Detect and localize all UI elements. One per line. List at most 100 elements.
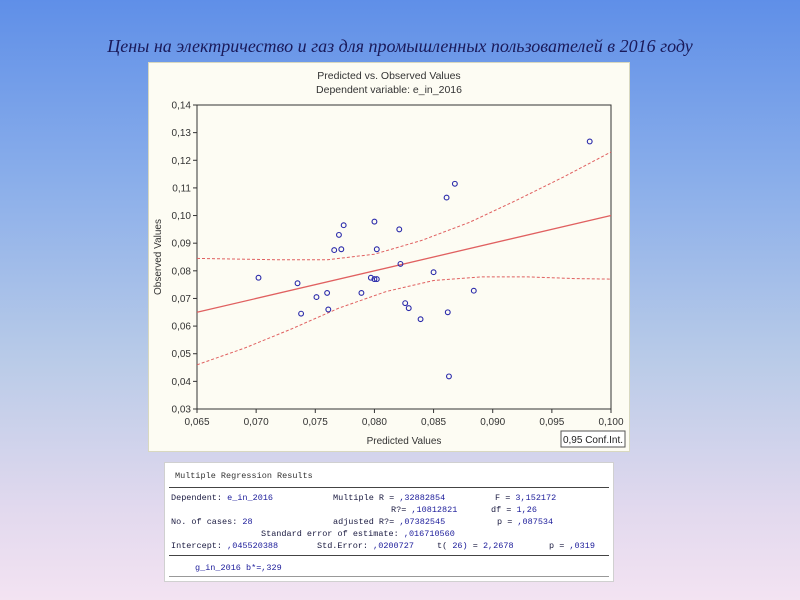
x-tick-label: 0,095 [539, 417, 564, 428]
results-p2: p = ,0319 [549, 541, 595, 551]
data-point [335, 231, 342, 238]
results-std-error: Std.Error: ,0200727 [317, 541, 414, 551]
data-point [358, 289, 365, 296]
results-heading: Multiple Regression Results [175, 471, 313, 481]
r2-label: R?= [391, 505, 407, 515]
x-axis-label: Predicted Values [367, 436, 442, 447]
y-tick-label: 0,06 [172, 322, 192, 333]
p-value: ,087534 [517, 517, 554, 527]
plot-area [196, 104, 612, 410]
y-tick-label: 0,08 [172, 266, 192, 277]
t-label: t( [437, 541, 448, 551]
p2-label: p = [549, 541, 565, 551]
cases-label: No. of cases: [171, 517, 238, 527]
y-tick-label: 0,03 [172, 405, 192, 416]
confidence-lower-line [196, 276, 612, 366]
df-value: 1,26 [516, 505, 537, 515]
y-tick-label: 0,13 [172, 128, 192, 139]
data-point [367, 274, 374, 281]
results-row-dependent: Dependent: e_in_2016 [171, 493, 273, 503]
results-p: p = ,087534 [497, 517, 553, 527]
x-tick-label: 0,085 [421, 417, 446, 428]
separator-bottom [169, 576, 609, 577]
data-point [313, 294, 320, 301]
f-value: 3,152172 [515, 493, 557, 503]
regression-line [196, 214, 612, 313]
legend-box [560, 430, 626, 448]
chart-subtitle: Dependent variable: e_in_2016 [316, 84, 462, 96]
adj-r2-label: adjusted R?= [333, 517, 395, 527]
data-point [331, 247, 338, 254]
scatter-chart: Predicted vs. Observed Values Dependent … [153, 70, 626, 448]
intercept-label: Intercept: [171, 541, 223, 551]
y-tick-label: 0,05 [172, 349, 192, 360]
results-df: df = 1,26 [491, 505, 537, 515]
t-df: 26) [452, 541, 468, 551]
data-point [445, 373, 452, 380]
chart-title: Predicted vs. Observed Values [317, 70, 460, 82]
confidence-upper-line [196, 151, 612, 261]
y-tick-label: 0,04 [172, 377, 192, 388]
data-point [396, 226, 403, 233]
adj-r2-value: ,07382545 [399, 517, 446, 527]
x-tick-label: 0,075 [303, 417, 328, 428]
std-error-label: Std.Error: [317, 541, 369, 551]
y-tick-label: 0,12 [172, 156, 192, 167]
data-point [470, 287, 477, 294]
data-point [430, 269, 437, 276]
cases-value: 28 [242, 517, 253, 527]
y-tick-label: 0,11 [172, 183, 191, 194]
dependent-value: e_in_2016 [227, 493, 274, 503]
data-point [402, 300, 409, 307]
results-std-error-estimate: Standard error of estimate: ,016710560 [261, 529, 455, 539]
data-point [298, 310, 305, 317]
se-label: Standard error of estimate: [261, 529, 399, 539]
p-label: p = [497, 517, 513, 527]
results-r2: R?= ,10812821 [391, 505, 457, 515]
x-tick-label: 0,070 [244, 417, 269, 428]
data-point [444, 309, 451, 316]
x-tick-label: 0,090 [480, 417, 505, 428]
results-cases: No. of cases: 28 [171, 517, 253, 527]
multiple-r-value: ,32882854 [399, 493, 446, 503]
data-point [373, 276, 380, 283]
legend-label: 0,95 Conf.Int. [563, 435, 623, 446]
y-axis-label: Observed Values [153, 219, 164, 295]
data-point [371, 218, 378, 225]
y-tick-label: 0,07 [172, 294, 192, 305]
y-axis: 0,03 0,04 0,05 0,06 0,07 0,08 0,09 0,10 0,11 0,12… [172, 101, 197, 416]
results-f: F = 3,152172 [495, 493, 556, 503]
f-label: F = [495, 493, 511, 503]
data-point [586, 138, 593, 145]
slide-title: Цены на электричество и газ для промышле… [107, 36, 693, 56]
p2-value: ,0319 [569, 541, 595, 551]
x-tick-label: 0,080 [362, 417, 387, 428]
separator-middle [169, 555, 609, 556]
r2-value: ,10812821 [411, 505, 458, 515]
data-point [324, 289, 331, 296]
data-point [325, 306, 332, 313]
x-tick-label: 0,065 [184, 417, 209, 428]
data-point [371, 276, 378, 283]
data-point [405, 305, 412, 312]
regression-results-panel: Multiple Regression Results Dependent: e… [164, 462, 614, 582]
results-footer: g_in_2016 b*=,329 [195, 563, 282, 573]
se-value: ,016710560 [403, 529, 455, 539]
y-tick-label: 0,09 [172, 239, 192, 250]
data-point [338, 246, 345, 253]
dependent-label: Dependent: [171, 493, 223, 503]
x-tick-label: 0,100 [598, 417, 623, 428]
separator-top [169, 487, 609, 488]
results-multiple-r: Multiple R = ,32882854 [333, 493, 445, 503]
y-tick-label: 0,10 [172, 211, 192, 222]
x-axis: 0,065 0,070 0,075 0,080 0,085 0,090 0,095 0,100 [184, 409, 624, 428]
data-point [443, 194, 450, 201]
multiple-r-label: Multiple R = [333, 493, 395, 503]
t-value: 2,2678 [482, 541, 514, 551]
data-point [417, 316, 424, 323]
std-error-value: ,0200727 [373, 541, 414, 551]
data-point [340, 222, 347, 229]
series-layer [196, 138, 612, 380]
chart-panel: Predicted vs. Observed Values Dependent … [148, 62, 630, 452]
results-t: t( 26) = 2,2678 [437, 541, 514, 551]
